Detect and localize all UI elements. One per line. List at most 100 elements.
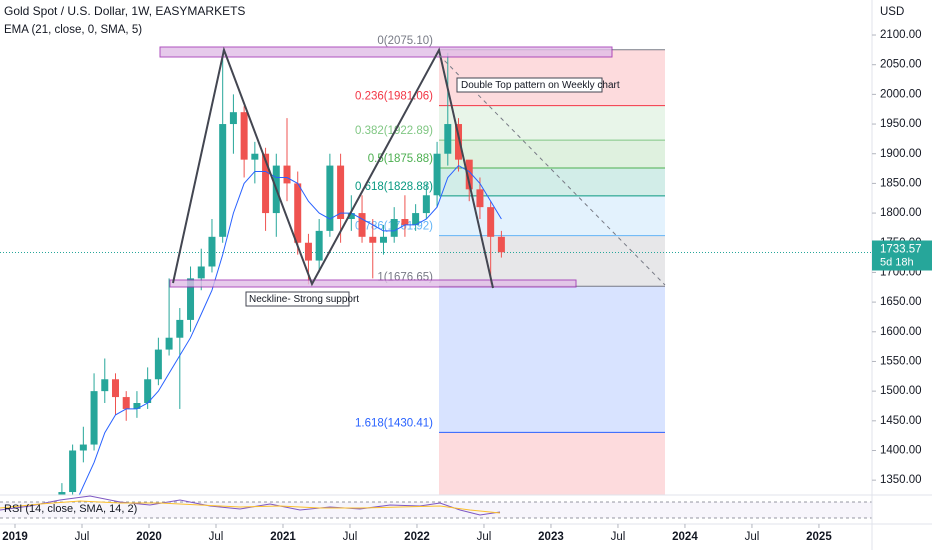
- x-tick-label: 2020: [136, 531, 162, 543]
- x-tick-label: Jul: [343, 531, 358, 543]
- y-tick-label: 1350.00: [880, 474, 922, 486]
- chart-title: Gold Spot / U.S. Dollar, 1W, EASYMARKETS: [4, 4, 245, 18]
- price-tag-value: 1733.57: [880, 244, 922, 256]
- y-tick-label: 1900.00: [880, 148, 922, 160]
- candle-body: [79, 444, 87, 451]
- x-tick-label: 2024: [672, 531, 698, 543]
- y-tick-label: 2000.00: [880, 88, 922, 100]
- x-tick-label: 2019: [2, 531, 28, 543]
- y-tick-label: 1850.00: [880, 177, 922, 189]
- candle-body: [69, 450, 77, 493]
- candle-body: [304, 242, 312, 261]
- callout-box: [456, 77, 603, 93]
- x-tick-label: 2021: [270, 531, 296, 543]
- candle-body: [90, 391, 98, 445]
- x-tick-label: Jul: [611, 531, 626, 543]
- fib-label: 0.5(1875.88): [368, 153, 433, 165]
- candle-body: [444, 124, 452, 154]
- fib-band: [439, 140, 665, 169]
- candle-body: [294, 183, 302, 243]
- x-tick-label: 2022: [404, 531, 430, 543]
- rsi-line: [0, 495, 501, 516]
- candle-body: [497, 236, 505, 253]
- double-top-pattern: [172, 46, 494, 289]
- price-pane: [0, 49, 872, 495]
- y-tick-label: 1800.00: [880, 207, 922, 219]
- candle-body: [262, 153, 270, 214]
- candle-body: [208, 236, 216, 267]
- candle-body: [476, 189, 484, 208]
- candle-body: [111, 379, 119, 398]
- candle-body: [283, 165, 291, 184]
- candle-body: [369, 236, 377, 243]
- candle-body: [58, 492, 66, 495]
- fib-band: [439, 105, 665, 141]
- candle-body: [412, 213, 420, 225]
- fib-label: 0.618(1828.88): [355, 181, 433, 193]
- y-tick-label: 1650.00: [880, 296, 922, 308]
- trend-line: [438, 54, 666, 286]
- candle-body: [390, 219, 398, 237]
- x-tick-label: Jul: [477, 531, 492, 543]
- callout-box: [245, 291, 350, 307]
- candle-body: [326, 165, 334, 231]
- x-tick-label: 2025: [806, 531, 832, 543]
- price-tag: [872, 240, 932, 271]
- callout-text: Double Top pattern on Weekly chart: [461, 80, 620, 91]
- y-tick-label: 1550.00: [880, 355, 922, 367]
- drawings: Double Top pattern on Weekly chart Neckl…: [159, 46, 666, 307]
- y-tick-label: 2050.00: [880, 59, 922, 71]
- fib-band: [439, 432, 665, 495]
- fib-label: 0(2075.10): [377, 35, 433, 47]
- candle-body: [187, 278, 195, 320]
- candle-body: [154, 349, 162, 380]
- x-tick-label: Jul: [75, 531, 90, 543]
- candle-body: [122, 397, 130, 409]
- candle-body: [358, 213, 366, 237]
- y-tick-label: 1450.00: [880, 415, 922, 427]
- fib-band: [439, 286, 665, 433]
- candle-body: [240, 112, 248, 160]
- candle-body: [219, 124, 227, 237]
- y-tick-label: 2100.00: [880, 29, 922, 41]
- candle-body: [133, 403, 141, 409]
- y-tick-label: 1400.00: [880, 445, 922, 457]
- fib-label: 0.236(1981.06): [355, 91, 433, 103]
- candle-body: [401, 219, 409, 225]
- candle-body: [251, 153, 259, 160]
- candle-body: [379, 236, 387, 243]
- candle-body: [197, 266, 205, 279]
- y-tick-label: 1950.00: [880, 118, 922, 130]
- price-tag-countdown: 5d 18h: [880, 256, 914, 268]
- y-tick-label: 1500.00: [880, 385, 922, 397]
- candle-body: [144, 379, 152, 404]
- ema-line: [78, 164, 502, 495]
- fib-band: [439, 168, 665, 196]
- callout-text: Neckline- Strong support: [249, 294, 359, 305]
- axes: 2100.00 2050.00 2000.00 1950.00 1900.00 1850.…: [2, 29, 932, 543]
- candle-body: [165, 337, 173, 350]
- candle-body: [433, 153, 441, 196]
- x-tick-label: Jul: [745, 531, 760, 543]
- candle-body: [347, 213, 355, 220]
- candle-body: [337, 165, 345, 220]
- candle-body: [176, 319, 184, 338]
- candle-body: [315, 230, 323, 261]
- candle-body: [422, 195, 430, 214]
- x-tick-label: 2023: [538, 531, 564, 543]
- rsi-ma: [0, 500, 501, 514]
- neckline-zone: [169, 279, 577, 288]
- rsi-pane: RSI (14, close, SMA, 14, 2): [0, 495, 872, 519]
- fib-band: [439, 235, 665, 287]
- candle-body: [229, 112, 237, 125]
- candle-body: [465, 159, 473, 190]
- y-tick-label: 1600.00: [880, 326, 922, 338]
- candle-body: [101, 379, 109, 392]
- candle-body: [487, 207, 495, 237]
- currency-label: USD: [880, 6, 904, 18]
- fib-label: 1.618(1430.41): [355, 417, 433, 429]
- fib-retracement: 0(2075.10)0.236(1981.06)0.382(1922.89)0.…: [355, 35, 665, 495]
- rsi-label: RSI (14, close, SMA, 14, 2): [4, 503, 137, 515]
- candle-body: [455, 124, 463, 160]
